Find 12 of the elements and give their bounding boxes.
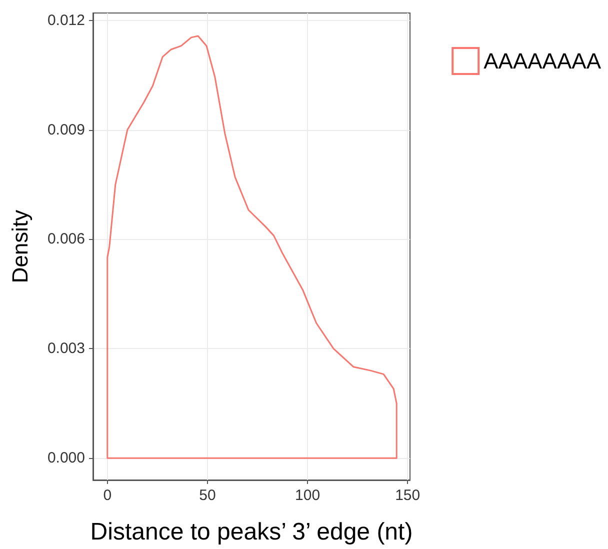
x-tick-label: 150 (395, 487, 420, 504)
x-axis-title: Distance to peaks’ 3’ edge (nt) (90, 518, 413, 546)
x-tick-label: 50 (199, 487, 216, 504)
legend-label: AAAAAAAA (484, 48, 602, 74)
y-axis-title: Density (8, 210, 32, 284)
y-tick-label: 0.012 (47, 12, 85, 29)
y-tick-label: 0.003 (47, 340, 85, 358)
y-tick-label: 0.006 (47, 230, 85, 248)
y-tick-label: 0.000 (47, 450, 85, 467)
y-tick-label: 0.009 (47, 121, 85, 138)
x-tick-label: 100 (295, 487, 320, 504)
x-tick-label: 0 (103, 487, 112, 504)
